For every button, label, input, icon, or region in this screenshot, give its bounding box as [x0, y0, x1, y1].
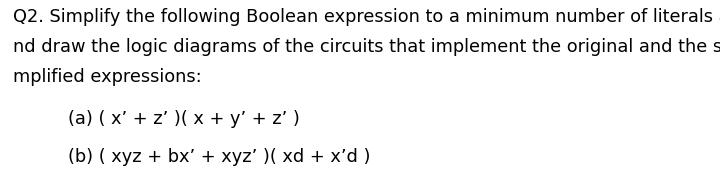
Text: (b) ( xyz + bx’ + xyz’ )( xd + x’d ): (b) ( xyz + bx’ + xyz’ )( xd + x’d )	[68, 148, 371, 166]
Text: nd draw the logic diagrams of the circuits that implement the original and the s: nd draw the logic diagrams of the circui…	[13, 38, 720, 56]
Text: mplified expressions:: mplified expressions:	[13, 68, 202, 86]
Text: Q2. Simplify the following Boolean expression to a minimum number of literals a: Q2. Simplify the following Boolean expre…	[13, 8, 720, 26]
Text: (a) ( x’ + z’ )( x + y’ + z’ ): (a) ( x’ + z’ )( x + y’ + z’ )	[68, 110, 300, 128]
